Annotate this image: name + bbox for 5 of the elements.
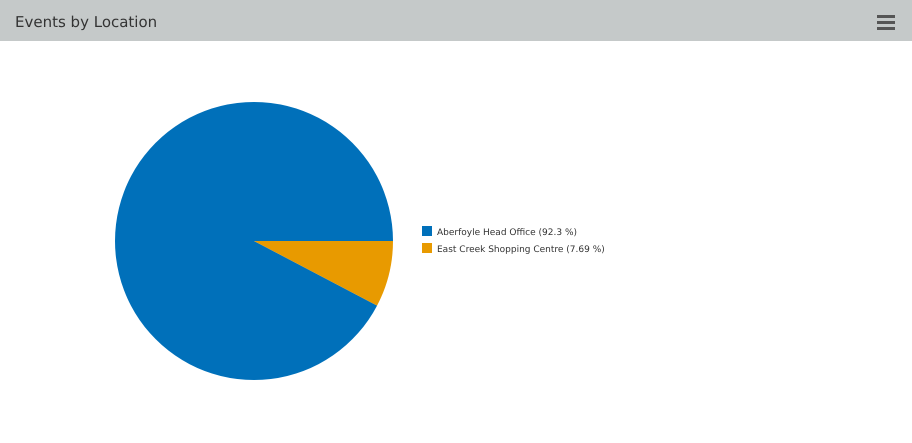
chart-title: Events by Location bbox=[15, 13, 158, 31]
pie-slice bbox=[115, 102, 393, 380]
pie-slice bbox=[254, 241, 393, 306]
legend-label: Aberfoyle Head Office (92.3 %) bbox=[437, 228, 578, 238]
legend-label: East Creek Shopping Centre (7.69 %) bbox=[437, 245, 605, 255]
